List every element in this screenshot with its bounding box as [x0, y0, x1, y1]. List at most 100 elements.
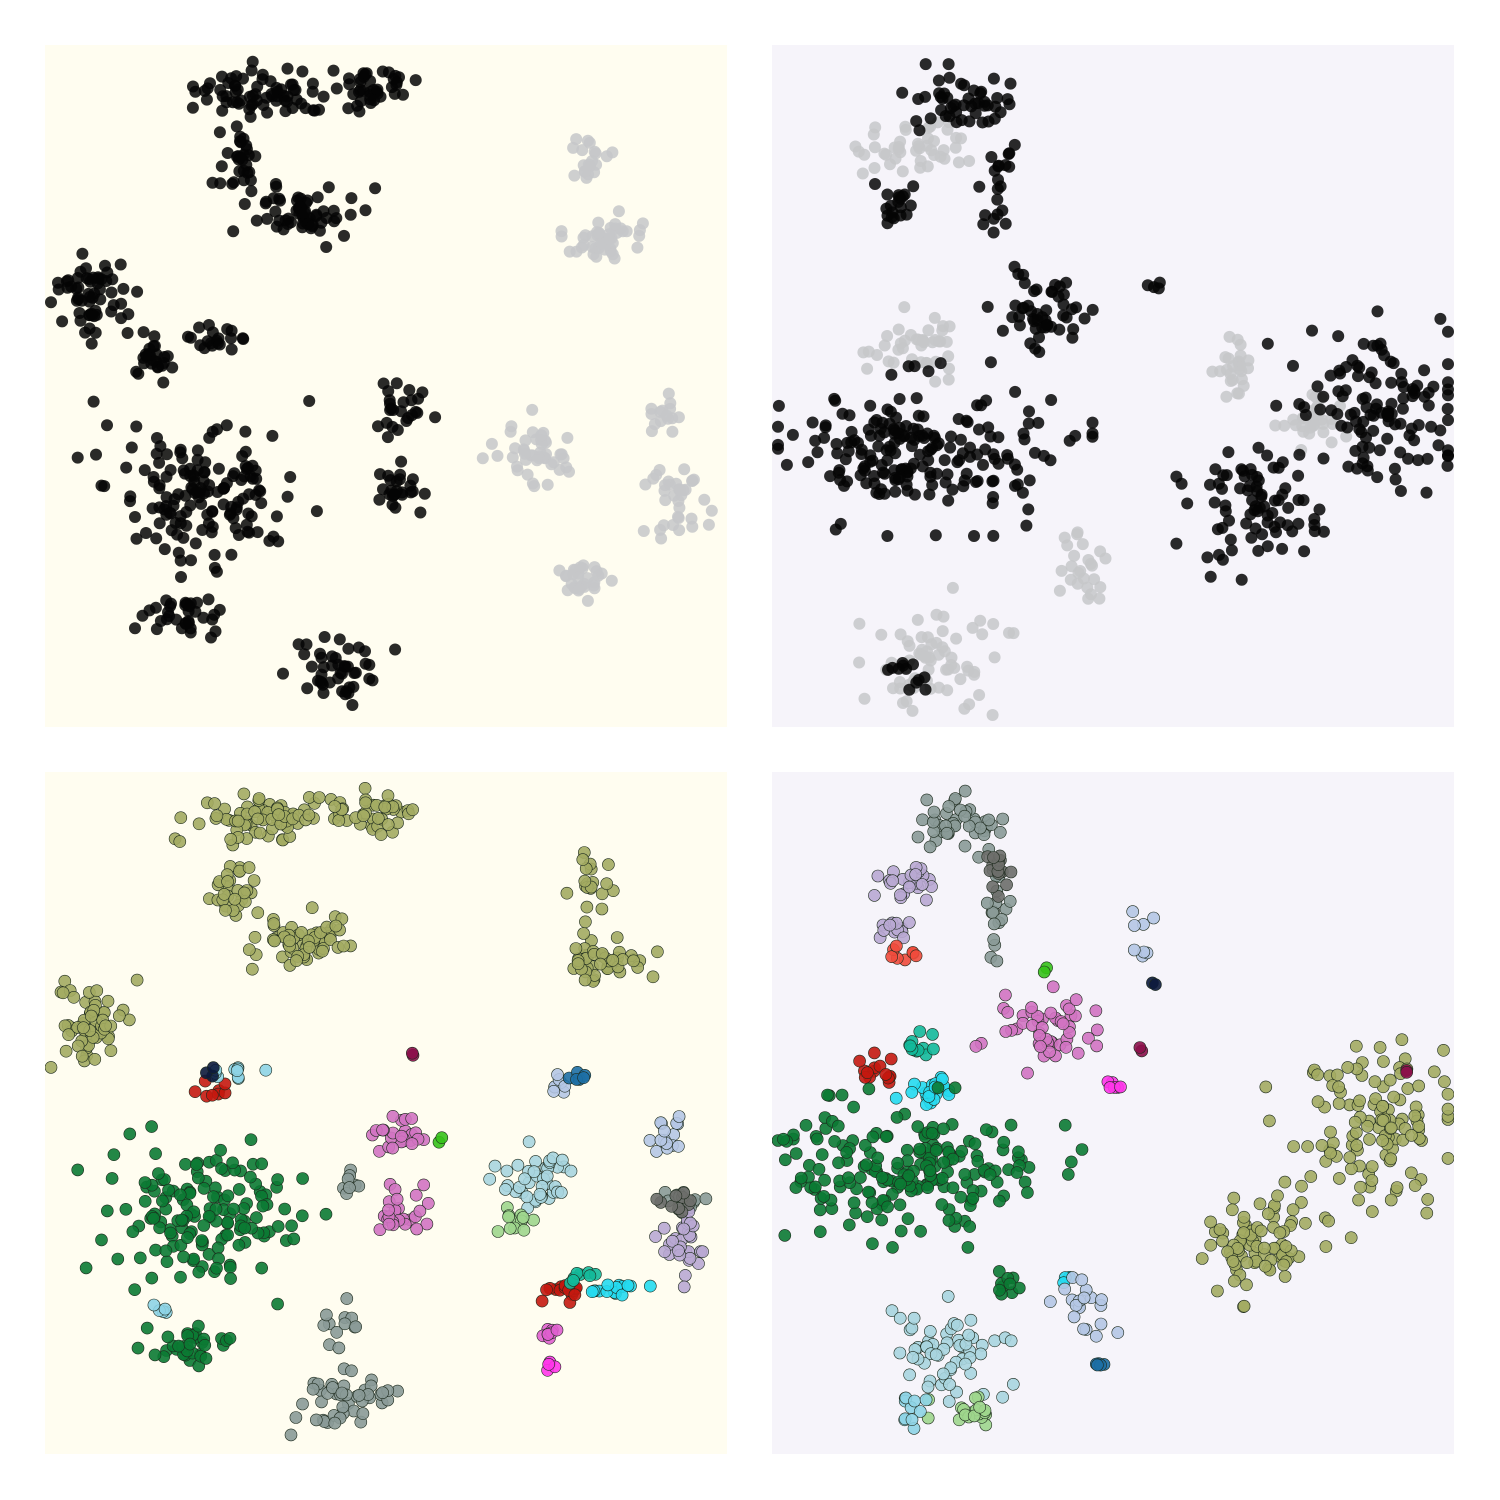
scatter-point: [119, 1202, 133, 1216]
scatter-point: [1344, 1162, 1358, 1176]
scatter-point: [224, 507, 237, 520]
scatter-point: [377, 377, 390, 390]
scatter-point: [886, 661, 899, 674]
scatter-point: [511, 1158, 525, 1172]
scatter-point: [1018, 277, 1031, 290]
scatter-point: [960, 467, 973, 480]
scatter-point: [1111, 1326, 1125, 1339]
scatter-point: [1361, 460, 1374, 473]
scatter-point: [884, 1052, 898, 1066]
scatter-point: [551, 1068, 564, 1081]
scatter-point: [944, 441, 957, 454]
series-4: [483, 1135, 578, 1224]
scatter-point: [1373, 444, 1386, 457]
scatter-point: [961, 1241, 975, 1254]
scatter-point: [251, 812, 265, 826]
scatter-point: [929, 375, 942, 388]
scatter-point: [1004, 77, 1017, 90]
scatter-point: [151, 432, 163, 444]
scatter-point: [208, 797, 221, 810]
scatter-point: [217, 498, 230, 511]
scatter-point: [954, 433, 967, 446]
scatter-point: [963, 1220, 976, 1233]
scatter-point: [867, 128, 880, 141]
scatter-point: [955, 1144, 969, 1158]
scatter-point: [937, 1367, 950, 1381]
scatter-point: [386, 1141, 399, 1155]
scatter-point: [564, 1164, 578, 1178]
scatter-point: [191, 444, 204, 457]
scatter-point: [186, 101, 199, 114]
scatter-point: [1003, 895, 1017, 908]
scatter-point: [376, 65, 389, 78]
scatter-point: [1271, 1189, 1284, 1203]
scatter-point: [943, 1378, 956, 1391]
scatter-point: [345, 192, 358, 205]
scatter-point: [897, 931, 910, 945]
scatter-point: [878, 147, 891, 160]
scatter-point: [1343, 1151, 1357, 1164]
scatter-point: [666, 1234, 679, 1248]
scatter-point: [1256, 528, 1269, 541]
scatter-point: [1350, 415, 1363, 428]
scatter-point: [245, 64, 258, 77]
series-13: [536, 1322, 564, 1345]
scatter-point: [540, 1283, 553, 1297]
scatter-point: [1028, 285, 1041, 298]
scatter-point: [999, 1025, 1013, 1038]
scatter-plot-bottom-left: [45, 772, 727, 1454]
scatter-point: [1053, 280, 1066, 293]
scatter-point: [317, 90, 330, 103]
scatter-point: [1292, 469, 1305, 482]
scatter-point: [1365, 1160, 1379, 1173]
scatter-point: [647, 472, 660, 485]
scatter-point: [900, 1143, 914, 1157]
scatter-point: [1033, 1029, 1046, 1042]
scatter-point: [859, 1138, 872, 1152]
series-1: [476, 133, 718, 607]
scatter-point: [606, 954, 620, 967]
scatter-point: [686, 520, 699, 533]
scatter-point: [1261, 509, 1274, 522]
scatter-point: [237, 164, 250, 177]
scatter-point: [349, 666, 362, 679]
scatter-point: [131, 1341, 145, 1355]
scatter-point: [234, 151, 247, 164]
scatter-point: [1216, 482, 1228, 495]
scatter-point: [581, 594, 594, 607]
scatter-point: [221, 1189, 235, 1203]
scatter-point: [349, 1320, 363, 1334]
scatter-point: [45, 1061, 58, 1074]
scatter-point: [197, 475, 210, 488]
scatter-point: [295, 926, 308, 939]
scatter-point: [327, 204, 340, 217]
scatter-point: [818, 431, 831, 444]
scatter-point: [1024, 337, 1037, 350]
scatter-point: [890, 1111, 904, 1124]
scatter-point: [230, 120, 243, 133]
scatter-point: [1441, 459, 1454, 472]
scatter-point: [314, 647, 326, 660]
scatter-point: [996, 1390, 1009, 1404]
scatter-point: [1094, 1317, 1108, 1331]
scatter-point: [1077, 1291, 1091, 1305]
scatter-point: [174, 443, 187, 456]
scatter-point: [576, 853, 590, 866]
scatter-point: [217, 888, 231, 901]
scatter-point: [963, 698, 976, 711]
scatter-point: [865, 1196, 879, 1209]
scatter-point: [862, 1082, 876, 1096]
scatter-point: [1234, 338, 1247, 351]
scatter-point: [606, 248, 619, 261]
scatter-point: [633, 229, 646, 242]
scatter-point: [843, 1218, 856, 1232]
scatter-point: [264, 75, 277, 88]
scatter-point: [955, 114, 968, 127]
scatter-point: [672, 512, 685, 524]
scatter-point: [1057, 309, 1070, 322]
scatter-point: [124, 495, 136, 508]
scatter-point: [951, 456, 964, 469]
scatter-point: [403, 384, 416, 396]
scatter-point: [577, 927, 590, 940]
scatter-point: [185, 554, 197, 567]
